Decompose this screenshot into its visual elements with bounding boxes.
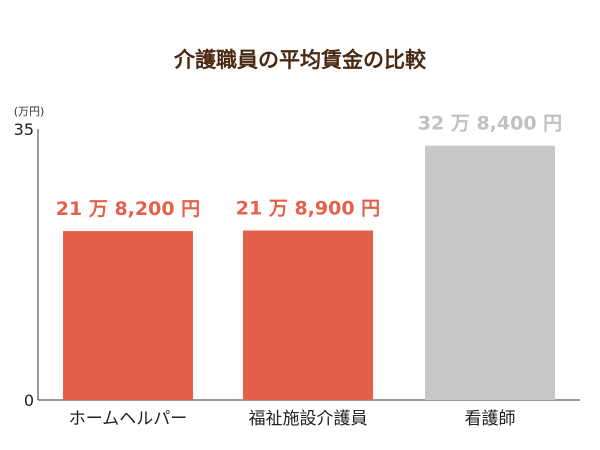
x-tick-label: 看護師 (465, 409, 516, 429)
bar-value-label: 32 万 8,400 円 (418, 113, 562, 135)
bar (63, 231, 193, 400)
y-tick-label: 0 (24, 391, 34, 410)
bar-value-label: 21 万 8,900 円 (236, 198, 380, 220)
chart-title: 介護職員の平均賃金の比較 (173, 48, 427, 72)
x-tick-label: 福祉施設介護員 (249, 409, 368, 429)
bar-value-label: 21 万 8,200 円 (56, 198, 200, 220)
y-axis-unit-label: (万円) (14, 105, 45, 118)
x-tick-label: ホームヘルパー (69, 409, 188, 429)
bar (243, 230, 373, 400)
bar (425, 145, 555, 400)
bars (63, 145, 555, 400)
y-tick-label: 35 (14, 120, 34, 139)
